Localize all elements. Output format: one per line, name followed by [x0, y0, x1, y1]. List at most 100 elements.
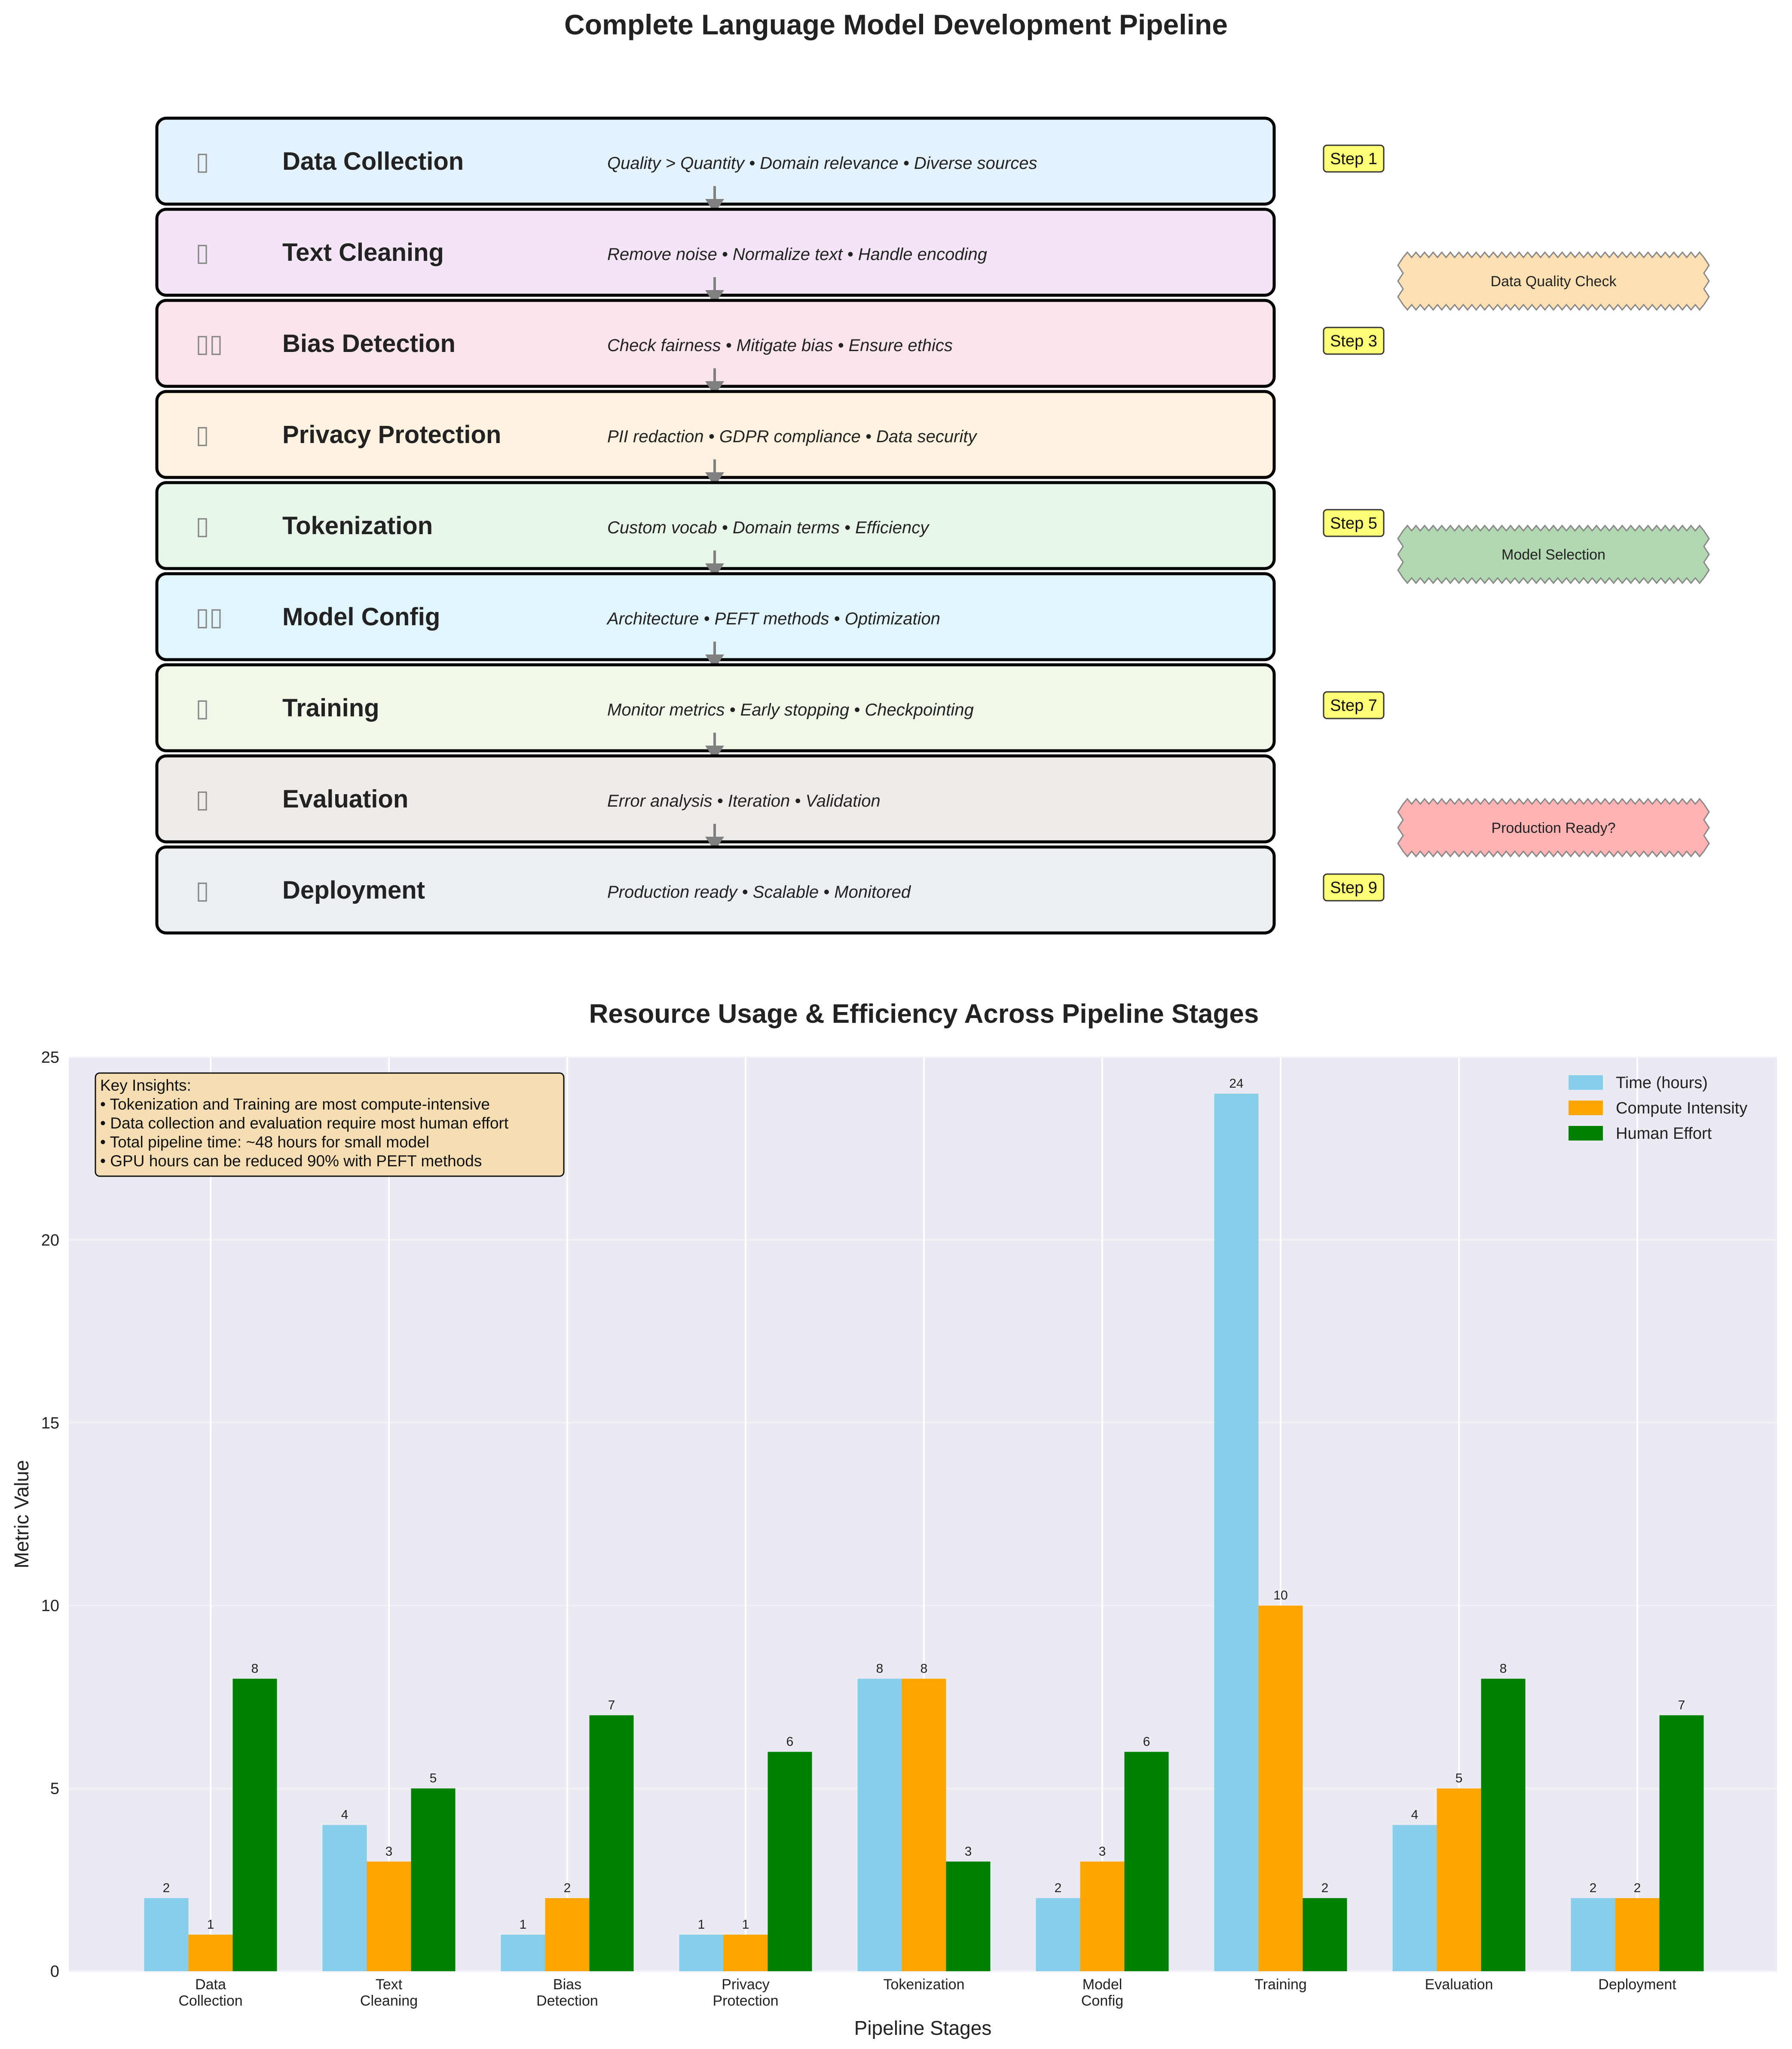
bar-value-label: 3 [385, 1844, 393, 1859]
bar-value-label: 2 [564, 1881, 571, 1895]
bar [902, 1679, 946, 1971]
bar [188, 1934, 233, 1971]
step-badge-bg [1323, 509, 1385, 537]
step-label: Step 3 [1330, 332, 1377, 350]
bar-value-label: 5 [430, 1771, 437, 1786]
step-badge: Step 3 [1323, 327, 1385, 355]
bar [768, 1752, 812, 1971]
stage-description: Custom vocab • Domain terms • Efficiency [607, 518, 930, 537]
step-badge: Step 7 [1323, 691, 1385, 719]
stage-description: Error analysis • Iteration • Validation [607, 792, 881, 810]
stage-description: Remove noise • Normalize text • Handle e… [607, 245, 987, 264]
x-tick-label: Evaluation [1425, 1976, 1493, 1993]
y-tick-label: 15 [41, 1414, 59, 1432]
y-axis-label: Metric Value [10, 1460, 33, 1568]
stage-box: ▯▯ Bias Detection Check fairness • Mitigat… [155, 299, 1276, 388]
step-badge-bg [1323, 327, 1385, 355]
stage-box: ▯ Evaluation Error analysis • Iteration • … [155, 754, 1276, 844]
stage-icon: ▯▯ [196, 602, 223, 631]
flow-arrow-head [705, 199, 724, 214]
checkpoint-label: Production Ready? [1491, 820, 1615, 836]
bar-value-label: 7 [608, 1698, 615, 1712]
bar-value-label: 24 [1229, 1076, 1243, 1091]
stage-icon: ▯ [196, 420, 209, 449]
bar-value-label: 6 [786, 1735, 794, 1749]
bar-value-label: 7 [1678, 1698, 1685, 1712]
x-tick-label: Bias Detection [536, 1976, 598, 2009]
insight-line: • GPU hours can be reduced 90% with PEFT… [100, 1152, 482, 1170]
bar-value-label: 4 [341, 1808, 349, 1822]
bar [367, 1861, 411, 1971]
bar-value-label: 5 [1456, 1771, 1463, 1786]
bar [589, 1715, 634, 1971]
x-tick-label: Privacy Protection [713, 1976, 778, 2009]
legend: Time (hours) Compute Intensity Human Effor… [1569, 1074, 1747, 1143]
stage-title: Evaluation [282, 785, 408, 813]
bar-value-label: 1 [520, 1917, 527, 1932]
flow-arrow-head [705, 290, 724, 305]
stage-title: Training [282, 694, 379, 722]
step-badge: Step 9 [1323, 873, 1385, 902]
stage-description: Architecture • PEFT methods • Optimizati… [606, 609, 940, 628]
bar [857, 1679, 902, 1971]
bar [1481, 1679, 1526, 1971]
x-tick-label: Tokenization [883, 1976, 964, 1993]
bar [1303, 1898, 1347, 1971]
checkpoint-label: Model Selection [1501, 547, 1605, 563]
x-tick-label: Text Cleaning [360, 1976, 418, 2009]
stage-description: Production ready • Scalable • Monitored [607, 883, 911, 902]
bar-value-label: 2 [1321, 1881, 1329, 1895]
insight-line: • Data collection and evaluation require… [100, 1114, 509, 1132]
bar-value-label: 1 [742, 1917, 749, 1932]
stage-title: Model Config [282, 603, 440, 631]
chart-title: Resource Usage & Efficiency Across Pipel… [589, 999, 1259, 1029]
bar-value-label: 2 [163, 1881, 170, 1895]
bar-value-label: 3 [965, 1844, 972, 1859]
stage-description: Quality > Quantity • Domain relevance • … [607, 154, 1037, 173]
y-tick-label: 25 [41, 1049, 59, 1067]
step-badge: Step 1 [1323, 144, 1385, 173]
pipeline-diagram: ▯ Data Collection Quality > Quantity • Dom… [155, 116, 1710, 935]
step-label: Step 7 [1330, 697, 1377, 715]
bar [1392, 1825, 1437, 1971]
bar-value-label: 1 [698, 1917, 705, 1932]
step-label: Step 1 [1330, 150, 1377, 168]
legend-swatch [1569, 1126, 1603, 1141]
flow-arrow-head [705, 563, 724, 578]
legend-swatch [1569, 1075, 1603, 1090]
flow-arrow-head [705, 381, 724, 396]
stage-title: Privacy Protection [282, 421, 501, 449]
insights-title: Key Insights: [100, 1076, 191, 1094]
bar-value-label: 3 [1099, 1844, 1106, 1859]
y-tick-label: 0 [50, 1963, 59, 1981]
stage-icon: ▯ [196, 147, 209, 176]
flow-arrow-head [705, 654, 724, 669]
bar [1659, 1715, 1704, 1971]
stage-title: Tokenization [282, 512, 433, 540]
y-tick-label: 20 [41, 1231, 59, 1249]
step-badge-bg [1323, 144, 1385, 173]
step-label: Step 5 [1330, 514, 1377, 532]
bar [1437, 1788, 1481, 1971]
step-badge-bg [1323, 691, 1385, 719]
insight-line: • Total pipeline time: ~48 hours for sma… [100, 1133, 429, 1151]
stage-icon: ▯ [196, 784, 209, 813]
y-tick-label: 5 [50, 1780, 59, 1798]
bar-value-label: 2 [1634, 1881, 1641, 1895]
bar [1036, 1898, 1080, 1971]
insights-box: Key Insights:• Tokenization and Training… [95, 1072, 565, 1177]
bar [501, 1934, 545, 1971]
legend-entry: Time (hours) [1616, 1074, 1708, 1092]
stage-box: ▯ Deployment Production ready • Scalable •… [155, 845, 1276, 935]
bar [232, 1679, 277, 1971]
checkpoint: Data Quality Check [1397, 251, 1710, 311]
bar [946, 1861, 991, 1971]
stage-box: ▯▯ Model Config Architecture • PEFT method… [155, 572, 1276, 661]
stage-title: Data Collection [282, 147, 464, 175]
bar-value-label: 8 [920, 1661, 928, 1676]
legend-swatch [1569, 1101, 1603, 1115]
x-tick-label: Data Collection [178, 1976, 242, 2009]
bar-value-label: 6 [1143, 1735, 1150, 1749]
bar-value-label: 4 [1411, 1808, 1419, 1822]
